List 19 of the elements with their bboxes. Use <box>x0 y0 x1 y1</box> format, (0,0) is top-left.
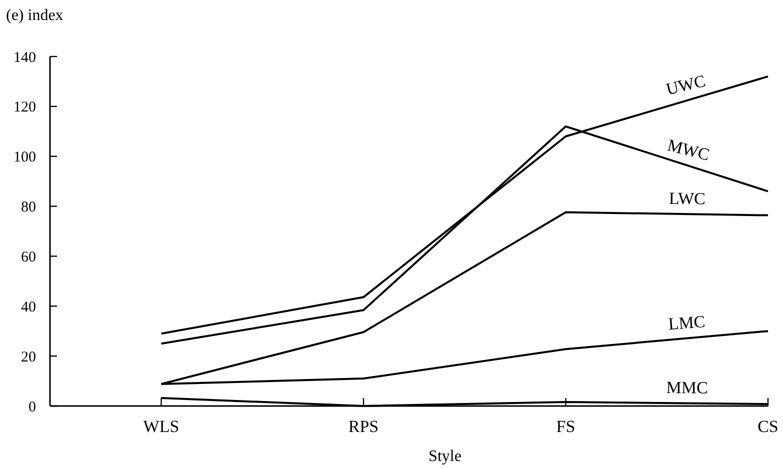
y-tick-label: 80 <box>21 200 36 216</box>
x-tick-label: FS <box>556 417 576 436</box>
series-label: LMC <box>668 312 706 334</box>
y-tick-label: 0 <box>28 399 36 416</box>
y-tick-label: 100 <box>14 150 36 166</box>
y-tick-label: 40 <box>21 299 36 316</box>
series-label: MMC <box>666 378 708 398</box>
x-tick-label: CS <box>758 417 778 436</box>
y-tick-label: 20 <box>21 349 36 366</box>
y-tick-label: 140 <box>14 50 36 66</box>
y-tick-label: 120 <box>14 100 36 116</box>
text: UWC <box>664 71 708 99</box>
y-tick-label: 60 <box>21 249 36 266</box>
x-axis-title: Style <box>428 448 462 465</box>
x-tick-label: RPS <box>348 417 379 436</box>
series-label: LWC <box>668 188 706 208</box>
text: MWC <box>666 136 712 164</box>
x-tick-label: WLS <box>143 417 180 436</box>
y-axis-title: (e) index <box>6 7 64 24</box>
